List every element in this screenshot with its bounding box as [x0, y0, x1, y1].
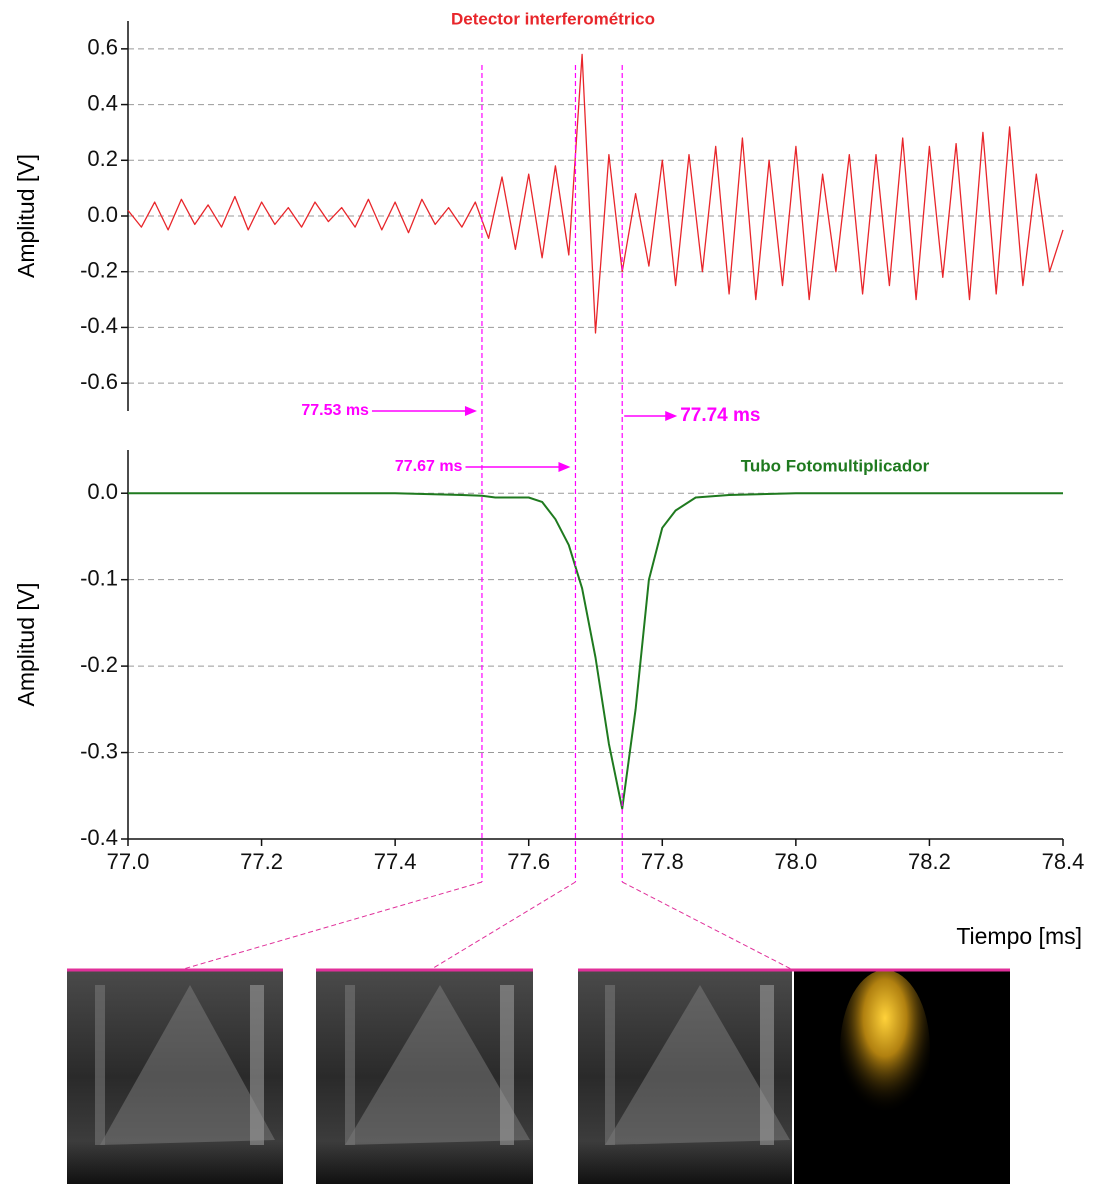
marker-arrowhead	[665, 411, 678, 421]
y-tick-label: -0.2	[80, 258, 118, 283]
y-tick-label: 0.4	[87, 90, 118, 115]
y-tick-label: 0.0	[87, 479, 118, 504]
photo	[67, 970, 283, 1184]
marker-arrowhead	[464, 406, 477, 416]
data-line	[128, 492, 1063, 810]
x-tick-label: 77.0	[107, 849, 150, 874]
marker-connector	[429, 881, 576, 971]
y-tick-label: 0.0	[87, 202, 118, 227]
flame-photo	[792, 970, 1010, 1184]
marker-arrowhead	[558, 462, 571, 472]
chart-title: Detector interferométrico	[451, 9, 655, 28]
x-tick-label: 78.4	[1042, 849, 1085, 874]
y-tick-label: -0.3	[80, 738, 118, 763]
x-tick-label: 78.2	[908, 849, 951, 874]
y-tick-label: -0.6	[80, 369, 118, 394]
marker-connector	[621, 881, 794, 971]
marker-connector	[179, 881, 483, 971]
photos	[67, 968, 1010, 1184]
y-axis-label: Amplitud [V]	[13, 583, 39, 707]
y-axis-label: Amplitud [V]	[13, 154, 39, 278]
x-tick-label: 78.0	[774, 849, 817, 874]
x-tick-label: 77.8	[641, 849, 684, 874]
photo	[578, 970, 793, 1184]
y-tick-label: -0.2	[80, 652, 118, 677]
data-line	[127, 53, 1064, 334]
y-tick-label: 0.6	[87, 35, 118, 60]
marker-label: 77.74 ms	[680, 405, 760, 426]
x-tick-label: 77.4	[374, 849, 417, 874]
y-tick-label: -0.4	[80, 825, 118, 850]
y-tick-label: -0.4	[80, 313, 118, 338]
y-tick-label: -0.1	[80, 565, 118, 590]
marker-label: 77.67 ms	[395, 458, 463, 475]
y-tick-label: 0.2	[87, 146, 118, 171]
chart-title: Tubo Fotomultiplicador	[741, 456, 930, 475]
marker-label: 77.53 ms	[301, 402, 369, 419]
photo	[316, 970, 533, 1184]
x-axis-label: Tiempo [ms]	[956, 923, 1082, 949]
x-tick-label: 77.2	[240, 849, 283, 874]
x-tick-label: 77.6	[507, 849, 550, 874]
